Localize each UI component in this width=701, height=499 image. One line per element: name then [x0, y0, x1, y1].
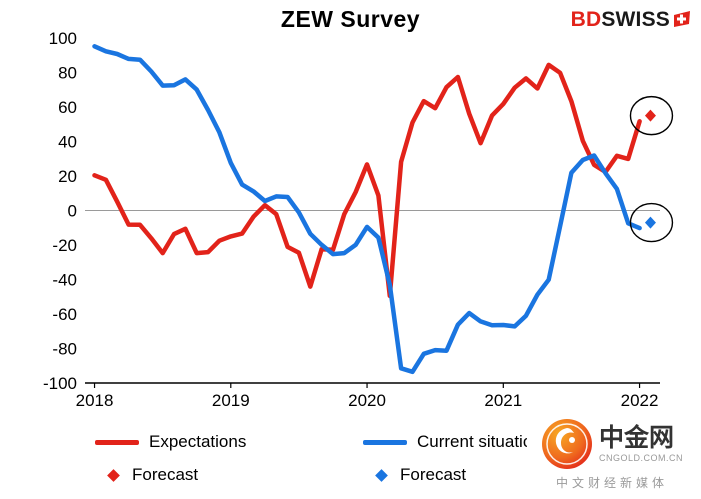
- x-tick-label: 2021: [484, 391, 522, 410]
- bdswiss-logo: BD SWISS: [571, 8, 691, 32]
- x-tick-label: 2019: [212, 391, 250, 410]
- forecast-diamond-marker: [644, 216, 656, 229]
- expectations-line: [92, 62, 642, 299]
- swiss-flag-icon: [674, 11, 690, 27]
- forecast-red-diamond-icon: [107, 468, 120, 482]
- current-situation-line: [92, 44, 642, 375]
- forecast-blue-legend-label: Forecast: [400, 465, 467, 484]
- x-tick-label: 2022: [621, 391, 659, 410]
- forecast-highlight-circle: [629, 95, 674, 136]
- legend-forecast-current: Forecast: [371, 465, 466, 485]
- cngold-brand: 中金网: [598, 424, 674, 453]
- x-tick-label: 2020: [348, 391, 386, 410]
- legend-current-situation: Current situation: [363, 432, 542, 452]
- current-situation-legend-label: Current situation: [417, 432, 542, 451]
- legend-forecast-expectations: Forecast: [103, 465, 198, 485]
- cngold-tagline: 中文财经新媒体: [555, 476, 668, 490]
- y-tick-label: 40: [58, 133, 77, 152]
- expectations-legend-label: Expectations: [149, 432, 247, 451]
- y-tick-label: 0: [68, 202, 77, 221]
- zew-survey-chart: -100 -80 -60 -40 -20 0 20 40 60 80 100 2018 2019 2020…: [43, 29, 674, 410]
- y-tick-label: -80: [52, 340, 77, 359]
- y-tick-label: 80: [58, 64, 77, 83]
- cngold-domain: CNGOLD.COM.CN: [598, 452, 683, 463]
- bdswiss-logo-bd: BD: [570, 8, 602, 31]
- y-tick-label: -20: [52, 236, 77, 255]
- forecast-blue-diamond-icon: [375, 468, 388, 482]
- cngold-watermark-text: 中金网 CNGOLD.COM.CN: [598, 424, 683, 463]
- y-tick-label: -100: [43, 374, 77, 393]
- cngold-watermark: 中金网 CNGOLD.COM.CN 中文财经新媒体: [527, 416, 697, 493]
- y-tick-label: 100: [49, 29, 77, 48]
- current-situation-legend-swatch: [363, 439, 407, 445]
- y-tick-label: 60: [58, 98, 77, 117]
- chart-title: ZEW Survey: [280, 6, 421, 32]
- x-tick-label: 2018: [76, 391, 114, 410]
- legend-expectations: Expectations: [95, 432, 246, 452]
- forecast-red-legend-label: Forecast: [132, 465, 199, 484]
- y-tick-label: -60: [52, 305, 77, 324]
- cngold-logo-icon: [541, 419, 592, 469]
- expectations-legend-swatch: [95, 439, 139, 445]
- forecast-diamond-marker: [644, 109, 656, 122]
- forecast-highlight-circle: [629, 202, 674, 243]
- bdswiss-logo-swiss: SWISS: [601, 8, 670, 31]
- cngold-watermark-top: 中金网 CNGOLD.COM.CN: [541, 418, 683, 470]
- y-tick-label: 20: [58, 167, 77, 186]
- y-tick-label: -40: [52, 271, 77, 290]
